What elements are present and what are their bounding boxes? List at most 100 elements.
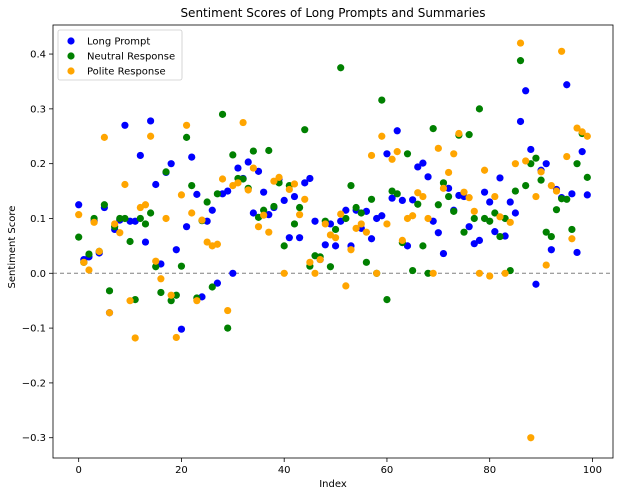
data-point-polite-response — [573, 124, 581, 132]
y-tick-label: 0.2 — [30, 159, 46, 170]
data-point-neutral-response — [301, 126, 309, 134]
data-point-long-prompt — [583, 191, 591, 199]
data-point-neutral-response — [552, 206, 561, 214]
data-point-long-prompt — [578, 148, 586, 156]
data-point-long-prompt — [296, 234, 304, 242]
data-point-neutral-response — [260, 206, 268, 214]
data-point-long-prompt — [414, 163, 422, 171]
data-point-long-prompt — [311, 217, 319, 225]
data-point-long-prompt — [444, 184, 453, 192]
data-point-neutral-response — [537, 176, 545, 184]
data-point-long-prompt — [254, 167, 263, 175]
data-point-neutral-response — [475, 105, 484, 113]
data-point-neutral-response — [409, 266, 417, 275]
data-point-neutral-response — [367, 195, 376, 203]
data-point-polite-response — [383, 220, 391, 228]
data-point-long-prompt — [511, 209, 519, 217]
data-point-long-prompt — [516, 117, 525, 126]
data-point-neutral-response — [522, 181, 530, 190]
data-point-long-prompt — [409, 196, 417, 204]
data-point-polite-response — [285, 185, 293, 194]
data-point-polite-response — [193, 297, 201, 305]
data-point-neutral-response — [167, 297, 175, 305]
data-point-polite-response — [275, 173, 283, 181]
data-point-polite-response — [470, 207, 478, 215]
data-point-polite-response — [419, 192, 427, 201]
legend-label-polite-response: Polite Response — [87, 67, 166, 78]
data-point-neutral-response — [568, 225, 576, 234]
data-point-long-prompt — [532, 280, 540, 288]
data-point-neutral-response — [229, 151, 237, 159]
data-point-polite-response — [460, 188, 468, 196]
data-point-polite-response — [568, 235, 576, 243]
data-point-polite-response — [234, 179, 242, 187]
data-point-long-prompt — [141, 238, 150, 246]
data-point-polite-response — [347, 246, 355, 254]
data-point-neutral-response — [239, 175, 247, 183]
data-point-long-prompt — [568, 190, 576, 198]
data-point-neutral-response — [516, 57, 525, 65]
data-point-polite-response — [455, 129, 463, 138]
data-point-polite-response — [352, 224, 360, 232]
plot-area: 0 20 40 60 80 100 −0.3 −0.2 −0.1 0.0 0.1 0.2 0.3 0.4 — [22, 24, 614, 476]
data-point-long-prompt — [419, 159, 427, 167]
data-point-long-prompt — [234, 164, 242, 172]
data-point-long-prompt — [480, 188, 489, 196]
data-point-neutral-response — [542, 228, 550, 236]
data-point-neutral-response — [532, 154, 540, 162]
data-point-long-prompt — [491, 228, 499, 236]
data-point-long-prompt — [182, 223, 191, 231]
data-point-polite-response — [491, 192, 499, 201]
data-point-long-prompt — [563, 81, 571, 89]
data-point-polite-response — [239, 118, 247, 127]
data-point-polite-response — [167, 291, 175, 299]
data-point-neutral-response — [100, 201, 108, 209]
data-point-long-prompt — [147, 117, 155, 125]
data-point-long-prompt — [280, 196, 288, 204]
data-point-polite-response — [558, 47, 566, 55]
data-point-polite-response — [141, 201, 150, 209]
data-point-neutral-response — [337, 64, 345, 72]
data-point-polite-response — [280, 269, 288, 277]
data-point-polite-response — [95, 247, 103, 255]
data-point-neutral-response — [547, 232, 555, 241]
data-point-polite-response — [131, 334, 139, 342]
data-point-polite-response — [100, 133, 108, 141]
data-point-neutral-response — [75, 233, 83, 241]
data-point-long-prompt — [486, 198, 494, 206]
data-point-neutral-response — [208, 283, 216, 291]
data-point-polite-response — [296, 211, 304, 219]
x-tick-label: 20 — [175, 465, 188, 476]
data-point-polite-response — [224, 306, 232, 315]
data-point-neutral-response — [357, 209, 365, 217]
data-point-long-prompt — [403, 242, 412, 250]
data-point-polite-response — [552, 187, 561, 195]
data-point-long-prompt — [188, 153, 196, 161]
data-point-long-prompt — [177, 325, 186, 333]
x-tick-label: 0 — [76, 465, 82, 476]
data-point-polite-response — [465, 194, 473, 202]
y-tick-label: 0.0 — [30, 269, 46, 280]
axes-frame — [52, 24, 614, 459]
data-point-neutral-response — [116, 214, 124, 223]
data-point-neutral-response — [342, 214, 350, 223]
data-point-long-prompt — [393, 127, 401, 135]
data-point-neutral-response — [270, 202, 278, 211]
data-point-neutral-response — [403, 150, 412, 158]
data-point-long-prompt — [522, 87, 530, 95]
data-point-polite-response — [444, 168, 453, 177]
data-point-long-prompt — [388, 194, 396, 202]
data-point-long-prompt — [378, 212, 386, 220]
data-point-long-prompt — [290, 192, 299, 201]
data-point-polite-response — [527, 434, 535, 442]
data-point-long-prompt — [244, 158, 252, 166]
data-point-neutral-response — [177, 262, 186, 270]
data-point-long-prompt — [434, 229, 442, 237]
y-tick-label: −0.1 — [22, 324, 46, 335]
data-point-long-prompt — [167, 160, 175, 168]
data-point-long-prompt — [260, 188, 268, 196]
x-tick-label: 40 — [278, 465, 291, 476]
x-tick-label: 60 — [381, 465, 394, 476]
